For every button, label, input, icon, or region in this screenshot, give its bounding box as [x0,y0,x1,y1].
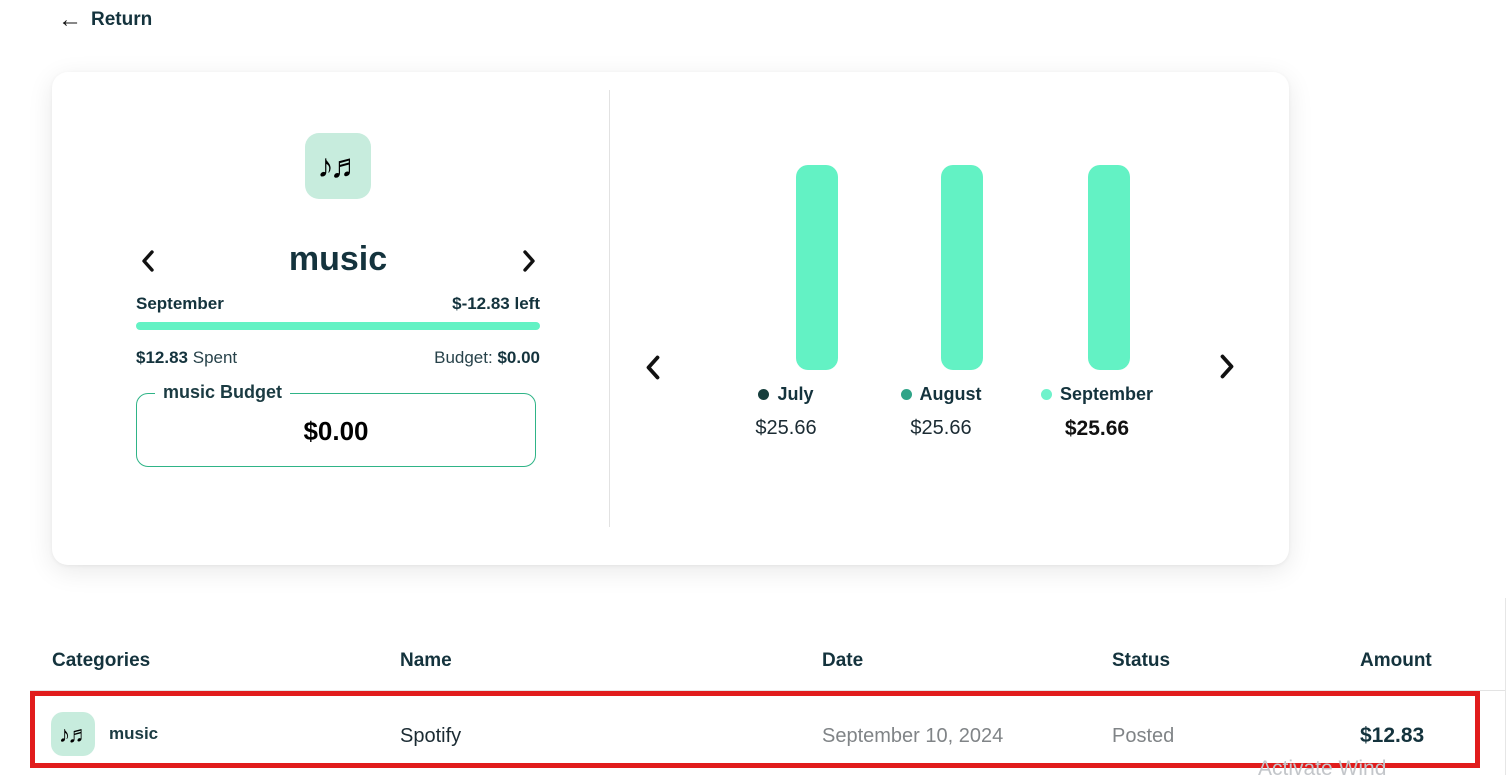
category-title: music [288,240,388,278]
budget-summary-card: ♪♬ music September $-12.83 left $12.83 S… [52,72,1289,565]
previous-category-button[interactable] [134,246,160,276]
column-header-name: Name [400,650,452,671]
table-row-amount: $12.83 [1360,724,1425,747]
spent-text: $12.83 Spent [136,348,238,367]
budget-amount-input[interactable]: music Budget $0.00 [136,382,536,467]
august-label: August [919,384,982,404]
column-header-amount: Amount [1360,650,1432,671]
table-row-date: September 10, 2024 [822,725,1004,747]
chevron-right-icon [1220,354,1233,378]
left-arrow-icon: ← [58,6,82,33]
music-notes-icon: ♪♬ [317,147,362,184]
legend-july: July $25.66 [701,384,871,440]
chevron-right-icon [522,250,535,272]
month-label: September [136,294,224,313]
september-value: $25.66 [1064,417,1130,440]
row-category-label: music [109,724,159,743]
category-icon-badge: ♪♬ [51,712,95,756]
remaining-label: $-12.83 left [452,294,540,313]
chevron-left-icon [141,250,154,272]
budget-progress-bar [136,322,540,330]
chart-next-button[interactable] [1212,349,1242,383]
table-row-category-cell[interactable]: ♪♬ music [51,712,158,756]
activate-windows-watermark: Activate Wind [1258,757,1387,780]
july-dot-icon [758,389,770,400]
table-header-row: Categories Name Date Status Amount [0,650,1511,676]
category-icon-badge: ♪♬ [305,133,371,199]
table-header-divider [30,690,1505,691]
return-button[interactable]: ← Return [58,8,152,32]
table-row-status: Posted [1112,725,1175,747]
august-dot-icon [900,389,912,400]
budget-text: Budget: $0.00 [434,348,540,367]
budget-input-value: $0.00 [303,416,369,446]
september-dot-icon [1040,389,1052,400]
category-title-row: music [136,240,540,282]
return-label: Return [91,9,153,30]
august-value: $25.66 [910,417,972,439]
july-value: $25.66 [755,417,817,439]
bar-september [1088,165,1130,370]
column-header-date: Date [822,650,864,671]
chart-previous-button[interactable] [637,350,667,384]
budget-input-legend: music Budget [155,382,291,403]
bar-august [941,165,983,370]
table-right-edge-line [1505,598,1506,775]
music-notes-icon: ♪♬ [58,720,90,747]
month-remaining-row: September $-12.83 left [136,294,540,314]
legend-august: August $25.66 [856,384,1026,440]
column-header-status: Status [1112,650,1171,671]
july-label: July [777,384,814,404]
column-header-categories: Categories [52,650,151,671]
spent-budget-row: $12.83 Spent Budget: $0.00 [136,348,540,368]
legend-september: September $25.66 [1012,384,1182,441]
card-vertical-divider [609,90,610,527]
highlight-box [30,691,1480,768]
september-label: September [1059,384,1154,404]
next-category-button[interactable] [516,246,542,276]
chevron-left-icon [646,355,659,379]
table-row-name[interactable]: Spotify [400,725,462,747]
bar-july [796,165,838,370]
